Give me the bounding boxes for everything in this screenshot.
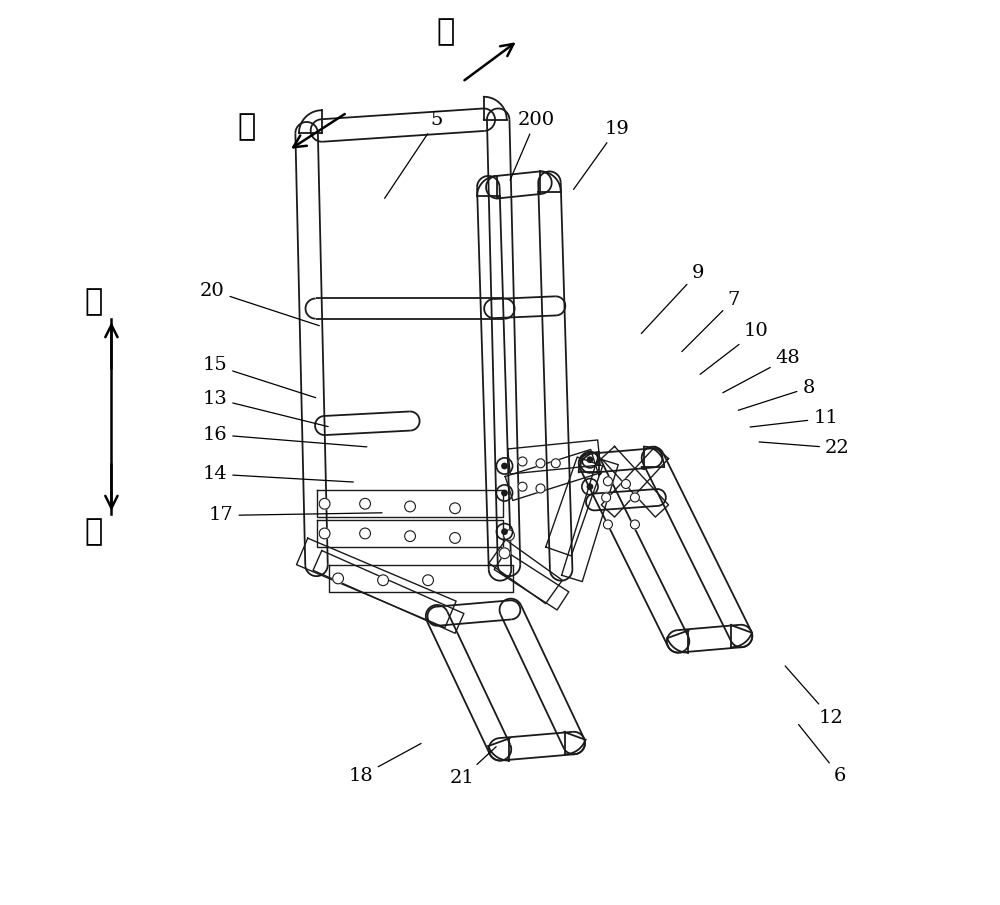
Circle shape [423,575,433,586]
Circle shape [621,480,630,489]
Text: 下: 下 [84,517,103,546]
Circle shape [333,573,343,584]
Text: 16: 16 [203,425,367,447]
Text: 5: 5 [385,110,443,198]
Text: 19: 19 [574,119,629,189]
Text: 22: 22 [759,439,850,457]
Circle shape [360,528,370,538]
Text: 上: 上 [84,287,103,316]
Text: 18: 18 [348,743,421,786]
Circle shape [536,484,545,493]
Circle shape [603,477,612,486]
Text: 右: 右 [237,112,255,141]
Text: 200: 200 [510,110,555,180]
Text: 21: 21 [450,747,496,787]
Circle shape [502,491,507,496]
Circle shape [319,528,330,538]
Text: 12: 12 [785,666,843,727]
Text: 7: 7 [682,291,740,352]
Circle shape [536,459,545,468]
Circle shape [603,520,612,529]
Circle shape [499,548,510,558]
Text: 左: 左 [437,17,455,46]
Circle shape [587,457,593,462]
Circle shape [405,501,415,512]
Text: 14: 14 [203,465,353,483]
Circle shape [319,499,330,510]
Circle shape [502,463,507,469]
Circle shape [450,532,460,543]
Circle shape [551,459,560,468]
Text: 10: 10 [700,322,769,375]
Circle shape [450,503,460,514]
Circle shape [630,520,639,529]
Circle shape [504,529,514,540]
Text: 15: 15 [203,357,316,397]
Circle shape [602,493,611,502]
Circle shape [518,482,527,491]
Text: 9: 9 [641,263,704,334]
Circle shape [502,529,507,534]
Circle shape [360,499,370,510]
Text: 20: 20 [200,281,319,326]
Text: 17: 17 [209,507,382,525]
Text: 48: 48 [723,349,800,393]
Text: 6: 6 [799,725,846,786]
Text: 11: 11 [750,409,838,427]
Circle shape [630,493,639,502]
Circle shape [378,575,388,586]
Text: 13: 13 [202,389,328,426]
Circle shape [587,484,593,490]
Circle shape [518,457,527,466]
Text: 8: 8 [738,378,815,410]
Circle shape [405,530,415,541]
